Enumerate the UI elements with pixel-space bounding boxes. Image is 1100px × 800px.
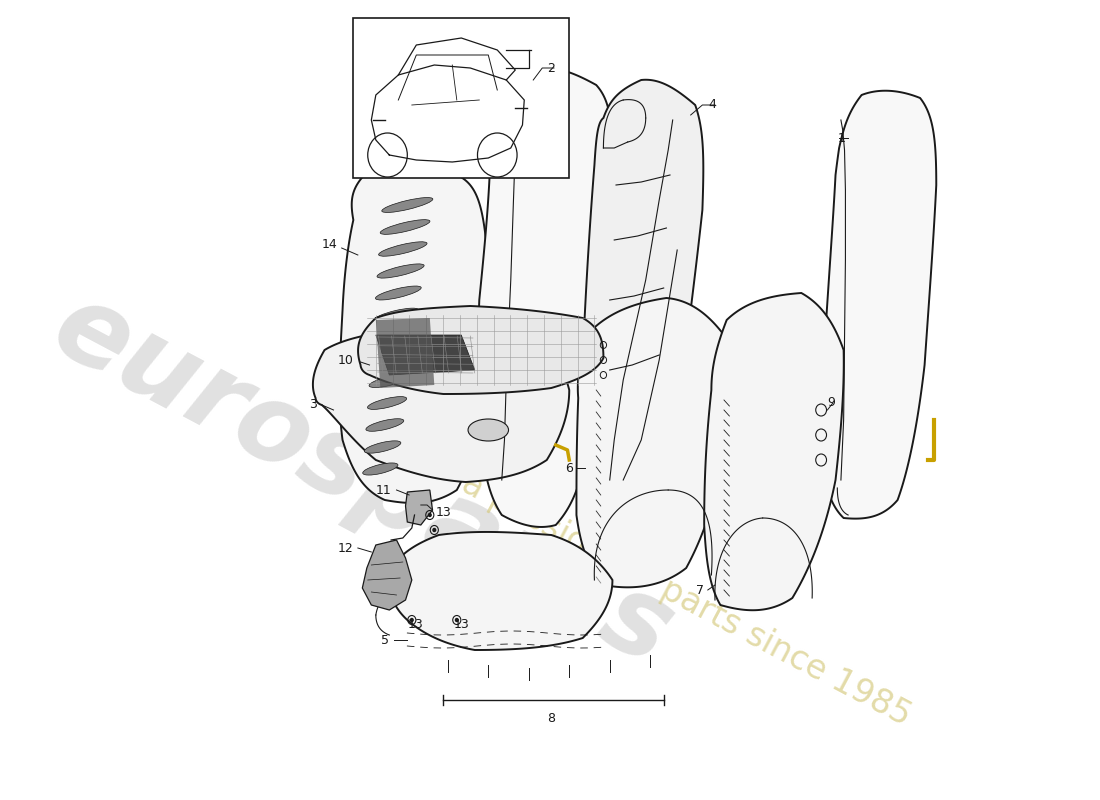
- Polygon shape: [406, 490, 432, 525]
- Text: 12: 12: [338, 542, 353, 554]
- Text: a passion for parts since 1985: a passion for parts since 1985: [455, 467, 916, 733]
- Ellipse shape: [363, 463, 398, 475]
- Text: 13: 13: [436, 506, 452, 518]
- Text: 4: 4: [708, 98, 716, 111]
- Circle shape: [410, 618, 414, 622]
- Ellipse shape: [370, 374, 409, 387]
- Text: 14: 14: [321, 238, 338, 251]
- Ellipse shape: [381, 220, 430, 234]
- Ellipse shape: [378, 242, 427, 256]
- Ellipse shape: [377, 264, 425, 278]
- Text: 2: 2: [547, 62, 554, 74]
- Polygon shape: [821, 90, 936, 518]
- Text: 7: 7: [696, 583, 704, 597]
- Text: 13: 13: [454, 618, 470, 631]
- Text: 6: 6: [565, 462, 573, 474]
- Ellipse shape: [371, 352, 412, 366]
- Ellipse shape: [366, 418, 404, 431]
- Polygon shape: [704, 293, 844, 610]
- Text: 3: 3: [309, 398, 318, 411]
- Ellipse shape: [364, 441, 400, 453]
- Ellipse shape: [374, 308, 418, 322]
- Text: 9: 9: [827, 397, 835, 410]
- Ellipse shape: [382, 198, 433, 213]
- Polygon shape: [376, 335, 475, 375]
- Polygon shape: [359, 306, 604, 394]
- Bar: [353, 18, 569, 178]
- Polygon shape: [312, 328, 569, 482]
- Circle shape: [433, 529, 436, 531]
- Polygon shape: [362, 540, 411, 610]
- Ellipse shape: [468, 419, 508, 441]
- Polygon shape: [387, 532, 613, 650]
- Text: 13: 13: [407, 618, 424, 631]
- Text: 10: 10: [338, 354, 353, 366]
- Text: 8: 8: [548, 711, 556, 725]
- Text: 5: 5: [382, 634, 389, 646]
- Polygon shape: [583, 80, 703, 513]
- Circle shape: [455, 618, 458, 622]
- Circle shape: [429, 514, 431, 517]
- Ellipse shape: [375, 286, 421, 300]
- Text: eurospares: eurospares: [35, 272, 690, 688]
- Ellipse shape: [367, 397, 407, 410]
- Text: 1: 1: [837, 131, 845, 145]
- Polygon shape: [340, 150, 488, 503]
- Text: 11: 11: [375, 483, 392, 497]
- Polygon shape: [376, 318, 435, 388]
- Polygon shape: [576, 298, 726, 587]
- Polygon shape: [477, 68, 613, 527]
- Ellipse shape: [372, 330, 416, 344]
